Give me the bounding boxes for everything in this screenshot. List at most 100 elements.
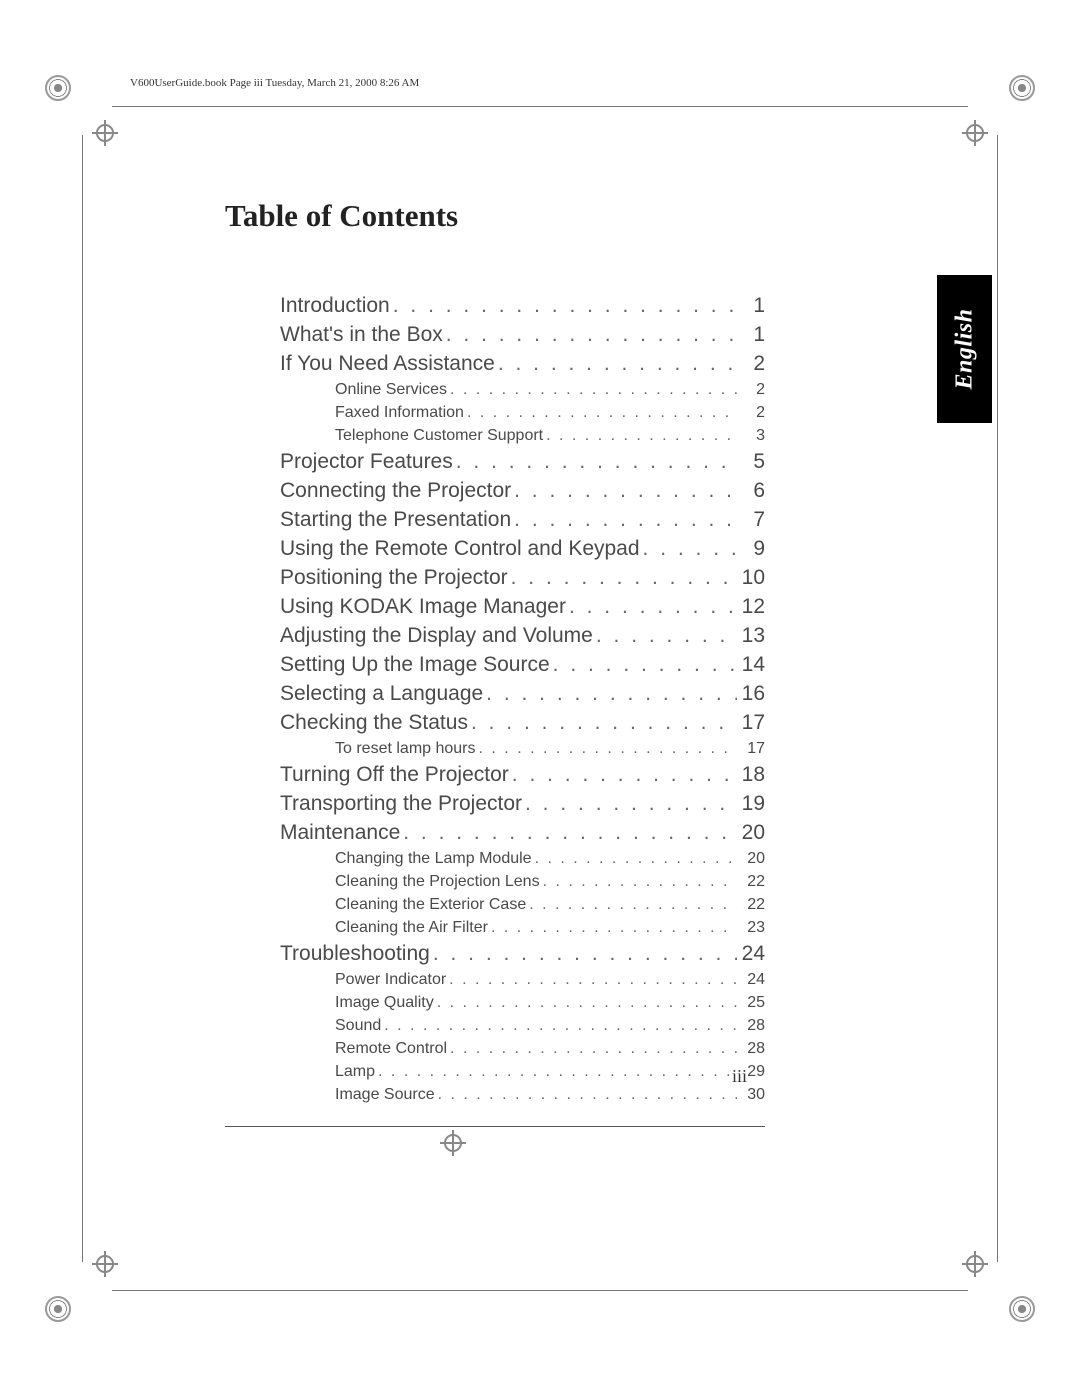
toc-leader-dots: . . . . . . . . . . . . . . . . . . . . …	[476, 737, 737, 760]
toc-entry-page: 14	[737, 650, 765, 679]
toc-leader-dots: . . . . . . . . . . . . . . . . . . . . …	[430, 939, 737, 968]
toc-entry-title: Transporting the Projector	[280, 789, 522, 818]
toc-entry-title: Positioning the Projector	[280, 563, 508, 592]
toc-leader-dots: . . . . . . . . . . . . . . . . . . . . …	[540, 870, 737, 893]
toc-entry-page: 17	[737, 737, 765, 760]
toc-entry: Sound. . . . . . . . . . . . . . . . . .…	[335, 1014, 765, 1037]
toc-leader-dots: . . . . . . . . . . . . . . . . . . . . …	[511, 505, 737, 534]
page-number: iii	[732, 1067, 747, 1085]
toc-entry-page: 10	[737, 563, 765, 592]
toc-entry-title: Maintenance	[280, 818, 400, 847]
toc-leader-dots: . . . . . . . . . . . . . . . . . . . . …	[495, 349, 737, 378]
toc-entry-title: Lamp	[335, 1060, 375, 1083]
toc-entry-title: Checking the Status	[280, 708, 468, 737]
toc-entry-page: 19	[737, 789, 765, 818]
toc-leader-dots: . . . . . . . . . . . . . . . . . . . . …	[464, 401, 737, 424]
toc-entry: Positioning the Projector. . . . . . . .…	[280, 563, 765, 592]
toc-leader-dots: . . . . . . . . . . . . . . . . . . . . …	[400, 818, 737, 847]
toc-leader-dots: . . . . . . . . . . . . . . . . . . . . …	[488, 916, 737, 939]
toc-leader-dots: . . . . . . . . . . . . . . . . . . . . …	[434, 991, 737, 1014]
toc-entry: Starting the Presentation. . . . . . . .…	[280, 505, 765, 534]
toc-entry: Transporting the Projector. . . . . . . …	[280, 789, 765, 818]
toc-entry-title: Online Services	[335, 378, 447, 401]
toc-entry-page: 18	[737, 760, 765, 789]
toc-entry-page: 28	[737, 1037, 765, 1060]
toc-leader-dots: . . . . . . . . . . . . . . . . . . . . …	[381, 1014, 737, 1037]
toc-entry-page: 20	[737, 818, 765, 847]
toc-leader-dots: . . . . . . . . . . . . . . . . . . . . …	[511, 476, 737, 505]
footer-rule	[225, 1126, 765, 1127]
toc-leader-dots: . . . . . . . . . . . . . . . . . . . . …	[550, 650, 737, 679]
crop-rule	[997, 135, 998, 1262]
toc-entry-page: 30	[737, 1083, 765, 1106]
toc-leader-dots: . . . . . . . . . . . . . . . . . . . . …	[526, 893, 737, 916]
toc-entry-page: 28	[737, 1014, 765, 1037]
toc-leader-dots: . . . . . . . . . . . . . . . . . . . . …	[375, 1060, 737, 1083]
toc-entry: Using KODAK Image Manager. . . . . . . .…	[280, 592, 765, 621]
toc-entry-page: 24	[737, 968, 765, 991]
crop-rule	[82, 135, 83, 1262]
toc-entry-page: 25	[737, 991, 765, 1014]
toc-leader-dots: . . . . . . . . . . . . . . . . . . . . …	[566, 592, 737, 621]
toc-entry-title: Power Indicator	[335, 968, 446, 991]
toc-entry: To reset lamp hours. . . . . . . . . . .…	[335, 737, 765, 760]
toc-leader-dots: . . . . . . . . . . . . . . . . . . . . …	[453, 447, 737, 476]
crop-mark-icon	[962, 1251, 988, 1277]
toc-leader-dots: . . . . . . . . . . . . . . . . . . . . …	[443, 320, 737, 349]
toc-entry: Faxed Information. . . . . . . . . . . .…	[335, 401, 765, 424]
toc-entry-title: If You Need Assistance	[280, 349, 495, 378]
registration-mark-icon	[45, 75, 71, 101]
toc-entry-page: 24	[737, 939, 765, 968]
toc-entry: Cleaning the Air Filter. . . . . . . . .…	[335, 916, 765, 939]
toc-entry-page: 20	[737, 847, 765, 870]
toc-entry-title: Image Quality	[335, 991, 434, 1014]
toc-leader-dots: . . . . . . . . . . . . . . . . . . . . …	[640, 534, 737, 563]
registration-mark-icon	[1009, 1296, 1035, 1322]
toc-entry: Maintenance. . . . . . . . . . . . . . .…	[280, 818, 765, 847]
toc-entry: Connecting the Projector. . . . . . . . …	[280, 476, 765, 505]
toc-entry-title: To reset lamp hours	[335, 737, 476, 760]
toc-entry: What's in the Box. . . . . . . . . . . .…	[280, 320, 765, 349]
toc-entry-page: 12	[737, 592, 765, 621]
toc-entry: Remote Control. . . . . . . . . . . . . …	[335, 1037, 765, 1060]
table-of-contents: Introduction . . . . . . . . . . . . . . …	[280, 291, 765, 1106]
toc-entry-page: 6	[737, 476, 765, 505]
toc-leader-dots: . . . . . . . . . . . . . . . . . . . . …	[447, 378, 737, 401]
toc-entry: Selecting a Language. . . . . . . . . . …	[280, 679, 765, 708]
toc-entry-page: 16	[737, 679, 765, 708]
toc-entry-title: Selecting a Language	[280, 679, 483, 708]
toc-entry-title: What's in the Box	[280, 320, 443, 349]
toc-entry: Checking the Status. . . . . . . . . . .…	[280, 708, 765, 737]
toc-entry-page: 1	[737, 291, 765, 320]
toc-entry-page: 9	[737, 534, 765, 563]
toc-entry: Online Services. . . . . . . . . . . . .…	[335, 378, 765, 401]
toc-entry-title: Changing the Lamp Module	[335, 847, 532, 870]
toc-entry-page: 22	[737, 893, 765, 916]
toc-entry: If You Need Assistance. . . . . . . . . …	[280, 349, 765, 378]
language-tab-label: English	[953, 309, 977, 390]
language-tab: English	[937, 275, 992, 423]
toc-leader-dots: . . . . . . . . . . . . . . . . . . . . …	[522, 789, 737, 818]
toc-entry-title: Cleaning the Exterior Case	[335, 893, 526, 916]
toc-entry-title: Introduction	[280, 291, 390, 320]
toc-entry-page: 2	[737, 401, 765, 424]
toc-entry: Using the Remote Control and Keypad. . .…	[280, 534, 765, 563]
page-body: Table of Contents Introduction . . . . . …	[225, 200, 765, 1127]
toc-entry-page: 7	[737, 505, 765, 534]
toc-entry: Changing the Lamp Module. . . . . . . . …	[335, 847, 765, 870]
page-title: Table of Contents	[225, 200, 765, 231]
toc-entry-page: 2	[737, 378, 765, 401]
toc-leader-dots: . . . . . . . . . . . . . . . . . . . . …	[532, 847, 737, 870]
toc-entry-title: Remote Control	[335, 1037, 447, 1060]
toc-leader-dots: . . . . . . . . . . . . . . . . . . . . …	[483, 679, 737, 708]
toc-entry-title: Faxed Information	[335, 401, 464, 424]
toc-entry: Turning Off the Projector. . . . . . . .…	[280, 760, 765, 789]
crop-mark-icon	[92, 1251, 118, 1277]
toc-leader-dots: . . . . . . . . . . . . . . . . . . . . …	[509, 760, 737, 789]
toc-leader-dots: . . . . . . . . . . . . . . . . . . . . …	[508, 563, 737, 592]
toc-entry-title: Sound	[335, 1014, 381, 1037]
toc-entry-page: 3	[737, 424, 765, 447]
toc-entry-title: Cleaning the Projection Lens	[335, 870, 540, 893]
toc-leader-dots: . . . . . . . . . . . . . . . . . . . . …	[390, 291, 737, 320]
toc-entry-title: Cleaning the Air Filter	[335, 916, 488, 939]
